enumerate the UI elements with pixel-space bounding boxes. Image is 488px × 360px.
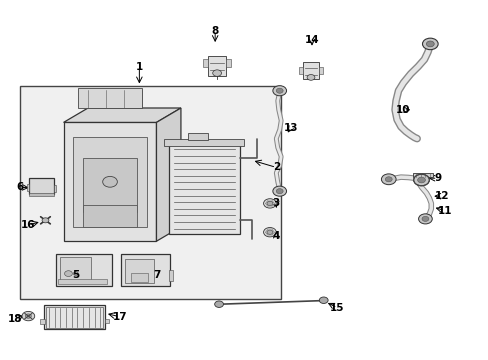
Bar (303, 62, 319, 79)
Bar (54, 185, 56, 192)
Text: 12: 12 (434, 191, 449, 201)
Circle shape (266, 201, 272, 206)
Circle shape (212, 70, 221, 76)
Circle shape (64, 271, 72, 276)
Bar (168, 270, 172, 281)
Bar (121, 254, 170, 286)
Bar (40, 319, 45, 324)
Bar (207, 56, 226, 76)
Bar (299, 67, 303, 74)
Bar (412, 173, 432, 177)
Text: 8: 8 (211, 26, 218, 36)
Circle shape (272, 186, 286, 196)
Circle shape (381, 174, 395, 185)
Circle shape (417, 177, 425, 183)
Bar (29, 178, 54, 194)
Circle shape (421, 216, 428, 221)
Bar (83, 205, 137, 227)
Text: 5: 5 (72, 270, 79, 280)
Bar (27, 184, 29, 191)
Circle shape (272, 86, 286, 96)
Bar (73, 137, 146, 227)
Circle shape (266, 230, 272, 234)
Bar (124, 259, 154, 283)
Circle shape (319, 297, 327, 303)
Text: 2: 2 (272, 162, 279, 172)
Bar (56, 254, 112, 286)
Text: 17: 17 (112, 312, 127, 322)
Bar (78, 88, 142, 108)
Text: 7: 7 (152, 270, 160, 280)
Bar (168, 144, 239, 234)
Circle shape (418, 214, 431, 224)
Bar (44, 305, 105, 329)
Polygon shape (63, 108, 181, 122)
Bar (46, 307, 103, 328)
Bar (105, 319, 109, 323)
Text: 13: 13 (283, 123, 298, 133)
Bar (131, 273, 148, 282)
Bar (319, 67, 323, 74)
Polygon shape (156, 108, 181, 241)
Text: 14: 14 (304, 35, 319, 45)
Bar (226, 59, 231, 67)
Bar (29, 193, 54, 196)
Bar (203, 59, 207, 67)
Circle shape (263, 228, 276, 237)
Circle shape (306, 75, 314, 80)
Bar (188, 133, 207, 140)
Circle shape (413, 174, 428, 186)
Bar (83, 158, 137, 212)
Circle shape (385, 177, 391, 182)
Bar (58, 279, 106, 284)
Circle shape (263, 199, 276, 208)
Bar (163, 139, 244, 146)
Circle shape (422, 38, 437, 50)
Text: 10: 10 (395, 105, 410, 115)
Circle shape (276, 88, 283, 93)
Bar (60, 257, 91, 283)
Text: 1: 1 (136, 62, 142, 72)
Circle shape (22, 311, 35, 321)
Circle shape (42, 218, 49, 223)
Text: 11: 11 (437, 206, 451, 216)
Text: 16: 16 (21, 220, 36, 230)
Circle shape (426, 41, 433, 47)
Text: 6: 6 (16, 182, 23, 192)
Circle shape (73, 272, 78, 275)
Text: 9: 9 (433, 173, 440, 183)
Circle shape (276, 189, 283, 194)
Circle shape (214, 301, 223, 307)
Text: 3: 3 (272, 198, 279, 208)
Circle shape (102, 176, 117, 187)
Text: 15: 15 (329, 303, 344, 313)
Bar (20, 86, 281, 299)
Text: 18: 18 (7, 314, 22, 324)
Bar (63, 122, 156, 241)
Text: 4: 4 (272, 231, 280, 241)
Circle shape (25, 314, 31, 318)
